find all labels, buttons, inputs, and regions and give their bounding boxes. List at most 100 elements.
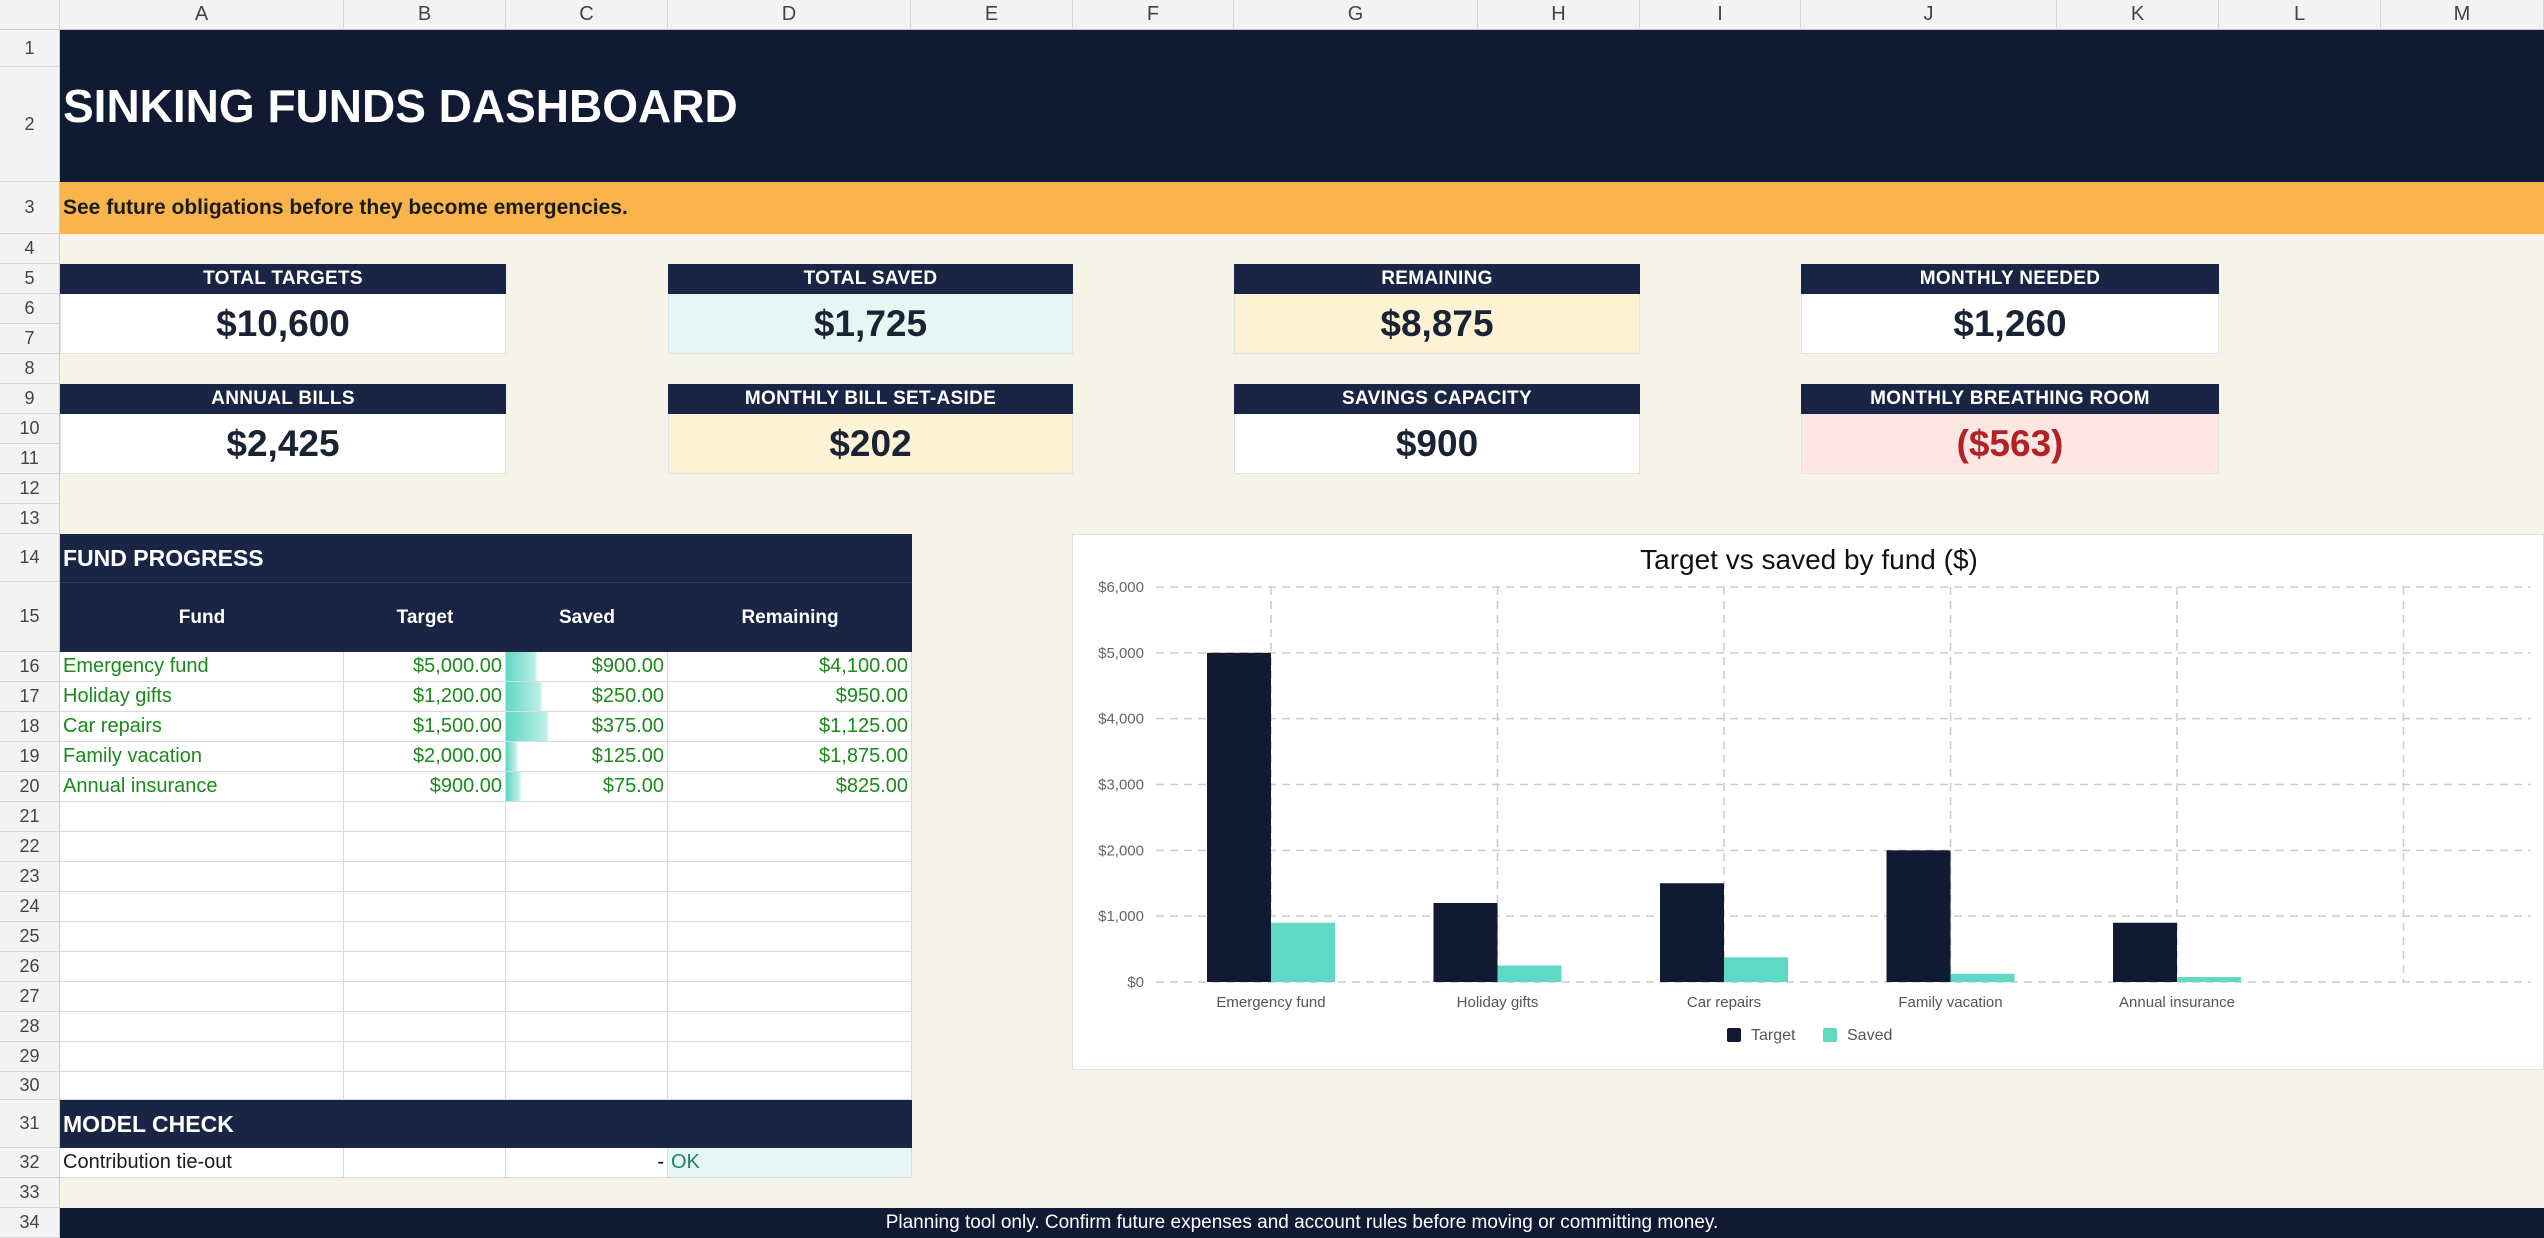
fund-cell-saved[interactable]: $125.00 — [506, 742, 668, 772]
row-header-29[interactable]: 29 — [0, 1042, 60, 1072]
fund-cell-remaining[interactable]: $1,125.00 — [668, 712, 912, 742]
fund-cell-target[interactable]: $1,500.00 — [344, 712, 506, 742]
row-header-34[interactable]: 34 — [0, 1208, 60, 1238]
model-check-status[interactable]: OK — [668, 1148, 912, 1178]
fund-cell-saved[interactable]: $250.00 — [506, 682, 668, 712]
row-header-33[interactable]: 33 — [0, 1178, 60, 1208]
empty-cell[interactable] — [668, 892, 912, 922]
row-header-22[interactable]: 22 — [0, 832, 60, 862]
fund-cell-fund[interactable]: Emergency fund — [60, 652, 344, 682]
empty-cell[interactable] — [668, 802, 912, 832]
empty-cell[interactable] — [344, 952, 506, 982]
empty-cell[interactable] — [506, 802, 668, 832]
table-header-fund[interactable]: Fund — [60, 582, 344, 652]
empty-cell[interactable] — [60, 862, 344, 892]
empty-cell[interactable] — [60, 982, 344, 1012]
row-header-5[interactable]: 5 — [0, 264, 60, 294]
fund-cell-saved[interactable]: $375.00 — [506, 712, 668, 742]
column-header-c[interactable]: C — [506, 0, 668, 30]
row-header-6[interactable]: 6 — [0, 294, 60, 324]
empty-cell[interactable] — [60, 1042, 344, 1072]
kpi-value-savings-capacity[interactable]: $900 — [1234, 414, 1640, 474]
row-header-19[interactable]: 19 — [0, 742, 60, 772]
empty-cell[interactable] — [506, 862, 668, 892]
model-check-label[interactable]: Contribution tie-out — [60, 1148, 344, 1178]
table-header-target[interactable]: Target — [344, 582, 506, 652]
fund-cell-fund[interactable]: Annual insurance — [60, 772, 344, 802]
empty-cell[interactable] — [506, 1042, 668, 1072]
column-header-a[interactable]: A — [60, 0, 344, 30]
kpi-value-total-saved[interactable]: $1,725 — [668, 294, 1073, 354]
row-header-26[interactable]: 26 — [0, 952, 60, 982]
row-header-4[interactable]: 4 — [0, 234, 60, 264]
fund-cell-saved[interactable]: $900.00 — [506, 652, 668, 682]
fund-cell-target[interactable]: $2,000.00 — [344, 742, 506, 772]
row-header-18[interactable]: 18 — [0, 712, 60, 742]
fund-cell-remaining[interactable]: $1,875.00 — [668, 742, 912, 772]
row-header-25[interactable]: 25 — [0, 922, 60, 952]
empty-cell[interactable] — [344, 1072, 506, 1100]
empty-cell[interactable] — [506, 982, 668, 1012]
model-check-value[interactable]: - — [506, 1148, 668, 1178]
empty-cell[interactable] — [60, 802, 344, 832]
empty-cell[interactable] — [506, 922, 668, 952]
kpi-value-monthly-bill-set-aside[interactable]: $202 — [668, 414, 1073, 474]
row-header-2[interactable]: 2 — [0, 67, 60, 182]
empty-cell[interactable] — [60, 1072, 344, 1100]
row-header-24[interactable]: 24 — [0, 892, 60, 922]
empty-cell[interactable] — [344, 802, 506, 832]
select-all-corner[interactable] — [0, 0, 60, 30]
empty-cell[interactable] — [506, 892, 668, 922]
empty-cell[interactable] — [60, 892, 344, 922]
fund-cell-remaining[interactable]: $950.00 — [668, 682, 912, 712]
column-header-k[interactable]: K — [2057, 0, 2219, 30]
table-header-remaining[interactable]: Remaining — [668, 582, 912, 652]
model-check-blank[interactable] — [344, 1148, 506, 1178]
column-header-f[interactable]: F — [1073, 0, 1234, 30]
table-header-saved[interactable]: Saved — [506, 582, 668, 652]
row-header-14[interactable]: 14 — [0, 534, 60, 582]
empty-cell[interactable] — [344, 922, 506, 952]
empty-cell[interactable] — [506, 1072, 668, 1100]
kpi-value-remaining[interactable]: $8,875 — [1234, 294, 1640, 354]
column-header-b[interactable]: B — [344, 0, 506, 30]
row-header-23[interactable]: 23 — [0, 862, 60, 892]
fund-cell-target[interactable]: $1,200.00 — [344, 682, 506, 712]
empty-cell[interactable] — [506, 832, 668, 862]
row-header-27[interactable]: 27 — [0, 982, 60, 1012]
fund-cell-fund[interactable]: Holiday gifts — [60, 682, 344, 712]
row-header-32[interactable]: 32 — [0, 1148, 60, 1178]
row-header-13[interactable]: 13 — [0, 504, 60, 534]
empty-cell[interactable] — [344, 1042, 506, 1072]
empty-cell[interactable] — [344, 1012, 506, 1042]
empty-cell[interactable] — [344, 832, 506, 862]
row-header-30[interactable]: 30 — [0, 1072, 60, 1100]
row-header-31[interactable]: 31 — [0, 1100, 60, 1148]
empty-cell[interactable] — [668, 832, 912, 862]
row-header-15[interactable]: 15 — [0, 582, 60, 652]
row-header-21[interactable]: 21 — [0, 802, 60, 832]
empty-cell[interactable] — [668, 982, 912, 1012]
row-header-28[interactable]: 28 — [0, 1012, 60, 1042]
row-header-1[interactable]: 1 — [0, 30, 60, 67]
empty-cell[interactable] — [668, 1072, 912, 1100]
empty-cell[interactable] — [60, 1012, 344, 1042]
column-header-d[interactable]: D — [668, 0, 911, 30]
column-header-g[interactable]: G — [1234, 0, 1478, 30]
chart-container[interactable]: Target vs saved by fund ($) $0 $1,000 $2,00… — [1072, 534, 2544, 1070]
fund-cell-fund[interactable]: Car repairs — [60, 712, 344, 742]
empty-cell[interactable] — [668, 862, 912, 892]
row-header-12[interactable]: 12 — [0, 474, 60, 504]
empty-cell[interactable] — [506, 1012, 668, 1042]
column-header-l[interactable]: L — [2219, 0, 2381, 30]
fund-cell-target[interactable]: $900.00 — [344, 772, 506, 802]
empty-cell[interactable] — [668, 922, 912, 952]
empty-cell[interactable] — [60, 832, 344, 862]
fund-cell-target[interactable]: $5,000.00 — [344, 652, 506, 682]
column-header-j[interactable]: J — [1801, 0, 2057, 30]
fund-cell-fund[interactable]: Family vacation — [60, 742, 344, 772]
row-header-17[interactable]: 17 — [0, 682, 60, 712]
row-header-8[interactable]: 8 — [0, 354, 60, 384]
column-header-e[interactable]: E — [911, 0, 1073, 30]
empty-cell[interactable] — [60, 922, 344, 952]
